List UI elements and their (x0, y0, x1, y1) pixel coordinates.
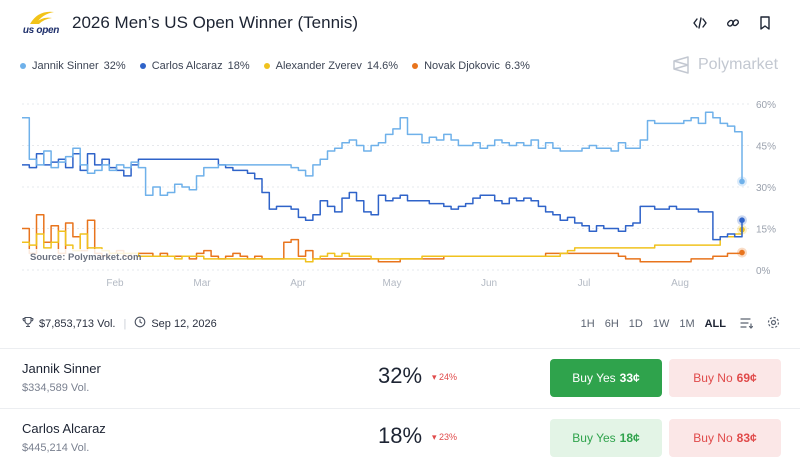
buy-no-label: Buy No (693, 431, 733, 445)
chart-legend: Jannik Sinner 32% Carlos Alcaraz 18% Ale… (20, 59, 544, 73)
buy-no-button[interactable]: Buy No 69¢ (669, 359, 781, 397)
buy-yes-label: Buy Yes (572, 371, 616, 385)
buy-yes-button[interactable]: Buy Yes 33¢ (550, 359, 662, 397)
time-range-selector: 1H 6H 1D 1W 1M ALL (571, 316, 780, 332)
end-date: Sep 12, 2026 (151, 317, 217, 330)
x-tick-label: May (383, 278, 402, 289)
source-label-bg (26, 249, 138, 263)
outcome-volume: $445,214 Vol. (22, 442, 90, 454)
polymarket-logo-icon (673, 56, 689, 74)
buy-yes-price: 18¢ (619, 431, 640, 445)
legend-dot (412, 63, 419, 69)
x-tick-label: Jul (578, 278, 591, 289)
link-icon[interactable] (722, 12, 744, 34)
range-1w[interactable]: 1W (652, 318, 670, 330)
header: us open 2026 Men’s US Open Winner (Tenni… (0, 0, 800, 48)
y-tick-label: 45% (756, 142, 776, 153)
range-6h[interactable]: 6H (604, 318, 619, 330)
price-chart: 60% 45% 30% 15% 0% Feb Mar Apr May Jun Jul Aug Sourc… (22, 100, 776, 289)
chart-source-label: Source: Polymarket.com (30, 252, 141, 263)
filter-icon[interactable] (740, 317, 754, 332)
series-end-dot (739, 217, 745, 223)
range-1d[interactable]: 1D (628, 318, 643, 330)
x-tick-label: Aug (671, 278, 689, 289)
series-line-jannik-sinner (22, 111, 743, 197)
outcome-name: Jannik Sinner (22, 361, 101, 376)
clock-icon (134, 316, 146, 331)
legend-value: 14.6% (366, 60, 399, 72)
outcome-volume: $334,589 Vol. (22, 382, 90, 394)
range-1h[interactable]: 1H (580, 318, 595, 330)
legend-dot (139, 63, 146, 69)
outcome-row-alcaraz: Carlos Alcaraz $445,214 Vol. 18% ▾ 23% B… (0, 408, 800, 467)
x-tick-label: Jun (481, 278, 497, 289)
series-line-carlos-alcaraz (22, 153, 743, 241)
legend-item-alcaraz[interactable]: Carlos Alcaraz 18% (139, 60, 250, 72)
y-tick-label: 30% (756, 183, 776, 194)
legend-item-zverev[interactable]: Alexander Zverev 14.6% (263, 60, 399, 72)
outcome-change-badge: ▾ 23% (432, 432, 458, 442)
y-tick-label: 15% (756, 225, 776, 236)
polymarket-brand: Polymarket (672, 56, 778, 74)
legend-item-sinner[interactable]: Jannik Sinner 32% (20, 60, 126, 72)
legend-label: Novak Djokovic (424, 60, 500, 72)
y-tick-label: 0% (756, 266, 771, 277)
series-end-dot (739, 249, 745, 256)
outcome-name: Carlos Alcaraz (22, 421, 106, 436)
range-all[interactable]: ALL (704, 318, 726, 330)
settings-gear-icon[interactable] (767, 316, 780, 332)
market-stats: $7,853,713 Vol. | Sep 12, 2026 (22, 316, 217, 331)
legend-label: Carlos Alcaraz (151, 60, 223, 72)
outcome-percent: 18% (378, 423, 423, 448)
total-volume: $7,853,713 Vol. (39, 317, 116, 330)
bookmark-icon[interactable] (754, 12, 776, 34)
buy-yes-price: 33¢ (619, 371, 640, 385)
buy-no-button[interactable]: Buy No 83¢ (669, 419, 781, 457)
outcome-row-sinner: Jannik Sinner $334,589 Vol. 32% ▾ 24% Bu… (0, 348, 800, 408)
legend-dot (20, 63, 26, 69)
trophy-icon (22, 316, 34, 331)
buy-yes-button[interactable]: Buy Yes 18¢ (550, 419, 662, 457)
legend-item-djokovic[interactable]: Novak Djokovic 6.3% (412, 60, 530, 72)
logo-text: us open (22, 25, 60, 36)
code-icon[interactable] (689, 12, 711, 34)
outcome-percent: 32% (378, 363, 423, 388)
legend-label: Alexander Zverev (275, 60, 362, 72)
legend-label: Jannik Sinner (32, 60, 99, 72)
legend-dot (263, 63, 270, 69)
buy-no-price: 69¢ (736, 371, 757, 385)
buy-yes-label: Buy Yes (572, 431, 616, 445)
buy-no-price: 83¢ (736, 431, 757, 445)
divider: | (123, 317, 127, 330)
y-tick-label: 60% (756, 100, 776, 111)
series-end-dot (739, 178, 745, 185)
page-title: 2026 Men’s US Open Winner (Tennis) (72, 13, 358, 32)
legend-value: 6.3% (504, 60, 530, 72)
range-1m[interactable]: 1M (679, 318, 695, 330)
x-tick-label: Mar (193, 278, 211, 289)
buy-no-label: Buy No (693, 371, 733, 385)
outcome-change-badge: ▾ 24% (432, 372, 458, 382)
brand-name: Polymarket (698, 56, 779, 73)
legend-value: 18% (227, 60, 250, 72)
legend-value: 32% (103, 60, 126, 72)
us-open-flame-icon (30, 11, 54, 24)
x-tick-label: Feb (106, 278, 124, 289)
us-open-logo: us open (20, 8, 62, 40)
x-tick-label: Apr (290, 278, 306, 289)
